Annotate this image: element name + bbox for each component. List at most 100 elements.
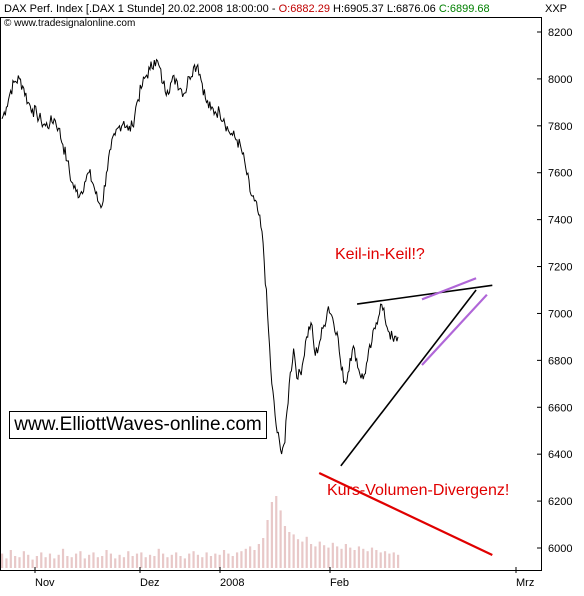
volume-bar [323,545,326,568]
header-close: C:6899.68 [438,3,490,15]
y-tick-label: 7600 [548,168,572,180]
volume-bar [179,556,182,568]
volume-bar [209,556,213,568]
volume-bar [196,554,200,568]
volume-bar [92,552,95,568]
volume-bar [397,554,400,568]
volume-bar [127,551,130,568]
volume-bar [253,550,256,568]
y-tick-label: 7400 [548,215,572,227]
volume-bar [135,553,139,568]
volume-bar [66,556,69,568]
volume-bar [227,553,230,568]
volume-bar [162,553,165,568]
wedge-annotation: Keil-in-Keil!? [335,246,425,263]
header-low: L:6876.06 [386,3,436,15]
volume-bar [383,551,387,568]
volume-bar [392,552,395,568]
volume-bar [192,551,195,568]
y-tick-label: 8200 [548,27,572,39]
volume-bar [40,552,43,568]
volume-bar [96,557,99,568]
volume-bar [35,556,39,568]
volume-bar [362,548,365,568]
volume-bar [118,554,121,568]
volume-bar [122,557,126,568]
volume-bar [357,546,361,568]
volume-bar [214,553,217,568]
watermark-box: www.ElliottWaves-online.com [9,411,267,439]
y-tick-label: 6000 [548,543,572,555]
volume-bar [344,544,347,568]
volume-bar [79,551,82,568]
volume-bar [349,547,352,568]
volume-bar [175,552,178,568]
annotation-line [421,277,477,301]
volume-bar [370,547,374,568]
volume-bar [305,536,308,568]
volume-bar [61,548,65,568]
volume-bar [205,552,208,568]
volume-bar [249,546,252,568]
volume-bar [375,550,378,568]
volume-bar [9,550,12,568]
volume-bar [388,553,391,568]
x-tick-label: Feb [330,577,349,589]
volume-bar [288,532,291,568]
volume-bar [53,558,56,568]
volume-bar [301,541,304,568]
plot-border [0,17,542,571]
volume-bar [270,502,274,568]
volume-bar [188,553,191,568]
volume-bar [327,547,330,568]
volume-bar [114,558,117,568]
volume-bar [292,534,295,568]
volume-bar [279,510,282,568]
y-tick-label: 7800 [548,121,572,133]
volume-bar [340,548,343,568]
x-tick-label: Mrz [516,577,534,589]
y-tick-label: 7200 [548,262,572,274]
volume-bar [266,520,269,568]
x-tick-label: Nov [35,577,55,589]
volume-bar [101,556,104,568]
volume-bar [222,550,226,568]
volume-bar [5,558,8,568]
volume-bar [283,526,287,568]
annotation-line [318,471,493,557]
copyright-text: © www.tradesignalonline.com [4,18,136,29]
volume-bar [74,553,78,568]
volume-bar [48,553,52,568]
y-tick-label: 6400 [548,449,572,461]
annotation-line [421,293,488,366]
volume-bar [379,552,382,568]
volume-bar [157,548,160,568]
volume-bar [257,544,260,568]
volume-bar [314,546,317,568]
volume-bar [144,557,147,568]
volume-bar [262,538,265,568]
volume-bar [235,552,239,568]
volume-bar [353,550,356,568]
volume-bar [31,559,34,568]
volume-bar [318,541,321,568]
volume-bar [166,557,169,568]
volume-bar [218,554,221,568]
volume-bar [131,556,134,568]
volume-bar [109,553,112,568]
header-high: H:6905.37 [333,3,384,15]
volume-bar [22,551,25,568]
y-tick-label: 7000 [548,308,572,320]
volume-bar [27,554,30,568]
volume-bar [153,556,156,568]
y-tick-label: 6800 [548,355,572,367]
volume-bar [148,554,152,568]
volume-bar [57,554,60,568]
annotation-line [356,284,493,305]
volume-bar [309,544,313,568]
volume-bar [170,554,173,568]
y-tick-label: 6200 [548,496,572,508]
volume-bar [183,558,186,568]
volume-bar [44,557,47,568]
